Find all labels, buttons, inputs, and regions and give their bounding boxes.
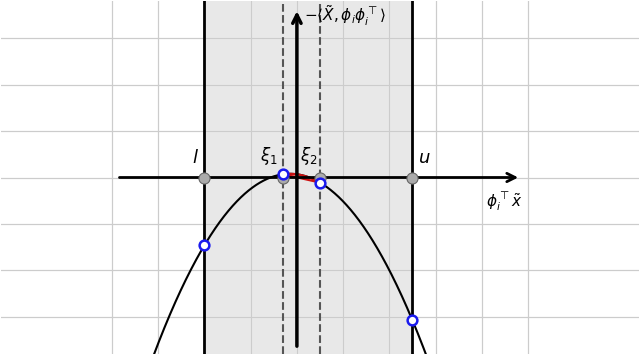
Text: $\xi_1$: $\xi_1$ xyxy=(260,145,278,167)
Text: $\phi_i^\top \tilde{x}$: $\phi_i^\top \tilde{x}$ xyxy=(486,191,522,213)
Text: $l$: $l$ xyxy=(192,149,199,167)
Text: $\xi_2$: $\xi_2$ xyxy=(300,145,317,167)
Text: $-\langle \tilde{X}, \phi_i \phi_i^\top \rangle$: $-\langle \tilde{X}, \phi_i \phi_i^\top … xyxy=(304,4,386,28)
Bar xyxy=(205,1,412,354)
Text: $u$: $u$ xyxy=(418,149,431,167)
